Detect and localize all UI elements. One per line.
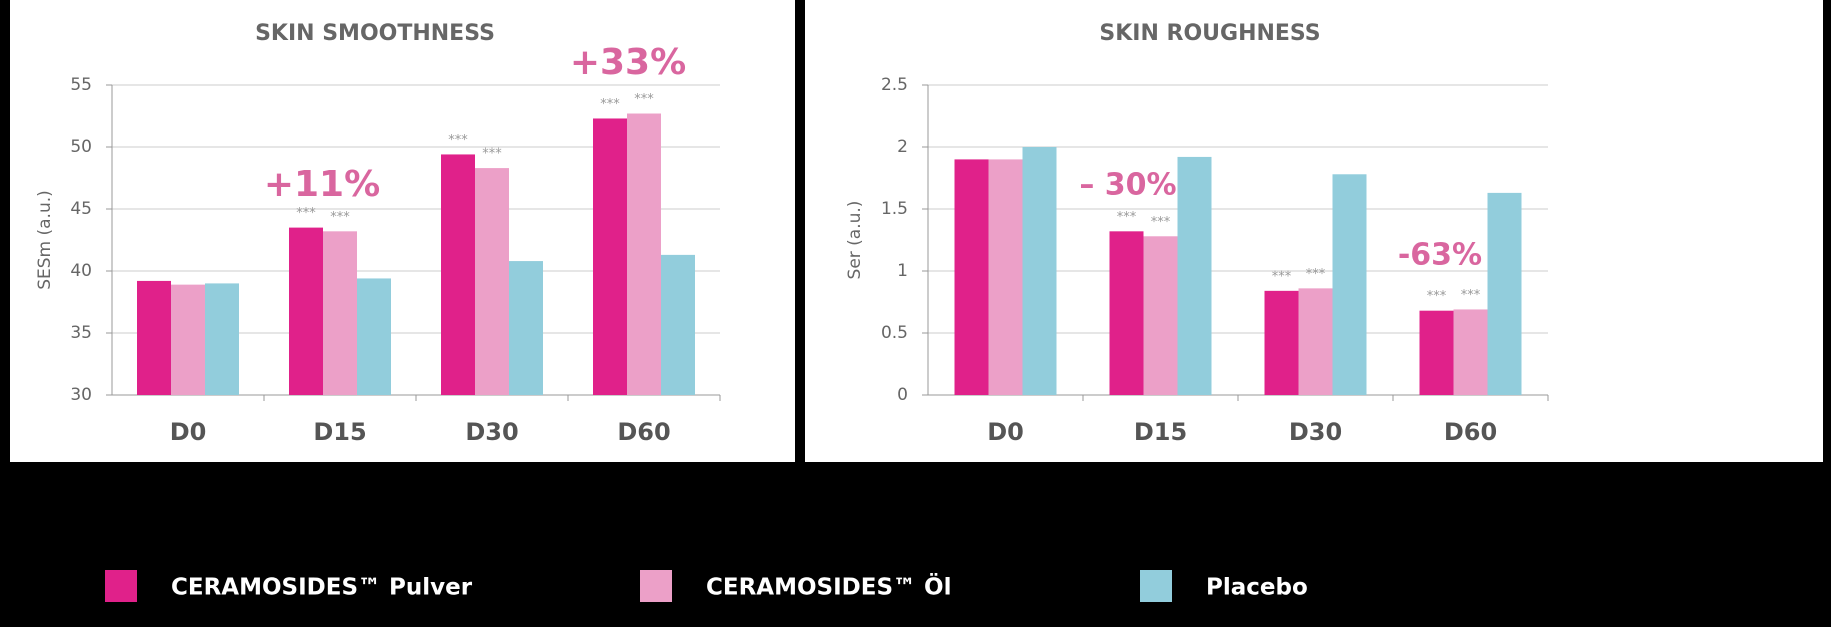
y-tick-label: 0 [897, 385, 908, 405]
chart-title: SKIN ROUGHNESS [1099, 21, 1320, 46]
bar [323, 231, 357, 395]
y-tick-label: 2 [897, 137, 908, 157]
significance-label: *** [600, 97, 620, 112]
bar [1109, 231, 1144, 395]
significance-label: *** [482, 147, 502, 162]
bar [1022, 147, 1057, 395]
bar [1419, 310, 1454, 395]
x-tick-label: D15 [313, 418, 366, 446]
x-tick-label: D0 [170, 418, 207, 446]
annotation: +11% [264, 164, 380, 205]
bar [357, 278, 391, 395]
bar [475, 168, 509, 395]
y-tick-label: 1 [897, 261, 908, 281]
significance-label: *** [634, 92, 654, 107]
significance-label: *** [1272, 269, 1292, 284]
bar [441, 154, 475, 395]
bar [137, 280, 171, 395]
bar [1177, 156, 1212, 395]
significance-label: *** [1151, 215, 1171, 230]
significance-label: *** [448, 133, 468, 148]
bar [1264, 290, 1299, 395]
annotation: – 30% [1079, 168, 1176, 203]
y-tick-label: 0.5 [881, 323, 908, 343]
significance-label: *** [330, 210, 350, 225]
x-tick-label: D30 [465, 418, 518, 446]
significance-label: *** [1461, 288, 1481, 303]
bar [509, 261, 543, 395]
bar [661, 254, 695, 395]
significance-label: *** [1117, 210, 1137, 225]
x-tick-label: D15 [1134, 418, 1187, 446]
bar [988, 159, 1023, 395]
significance-label: *** [1427, 289, 1447, 304]
y-tick-label: 50 [70, 137, 92, 157]
y-tick-label: 1.5 [881, 199, 908, 219]
bar [1298, 288, 1333, 395]
y-tick-label: 40 [70, 261, 92, 281]
bar [1143, 236, 1178, 395]
x-tick-label: D60 [617, 418, 670, 446]
legend-swatch [1140, 570, 1172, 602]
x-tick-label: D0 [987, 418, 1024, 446]
bar [1487, 192, 1522, 395]
bar [1453, 309, 1488, 395]
bar [1332, 174, 1367, 395]
annotation: -63% [1398, 238, 1482, 273]
y-tick-label: 2.5 [881, 75, 908, 95]
x-tick-label: D30 [1289, 418, 1342, 446]
legend-label: Placebo [1206, 575, 1308, 601]
legend-swatch [105, 570, 137, 602]
annotation: +33% [570, 42, 686, 83]
y-tick-label: 45 [70, 199, 92, 219]
y-axis-label: SESm (a.u.) [35, 190, 55, 290]
bar [205, 283, 239, 395]
legend-swatch [640, 570, 672, 602]
legend-label: CERAMOSIDES™ Pulver [171, 575, 473, 601]
bar [171, 284, 205, 395]
bar [593, 118, 627, 395]
y-tick-label: 30 [70, 385, 92, 405]
chart-title: SKIN SMOOTHNESS [255, 21, 495, 46]
bar [627, 113, 661, 396]
y-tick-label: 55 [70, 75, 92, 95]
bar [289, 227, 323, 395]
y-tick-label: 35 [70, 323, 92, 343]
x-tick-label: D60 [1444, 418, 1497, 446]
significance-label: *** [296, 206, 316, 221]
bar [954, 159, 989, 395]
legend-label: CERAMOSIDES™ Öl [706, 573, 951, 601]
y-axis-label: Ser (a.u.) [845, 201, 865, 280]
significance-label: *** [1306, 267, 1326, 282]
